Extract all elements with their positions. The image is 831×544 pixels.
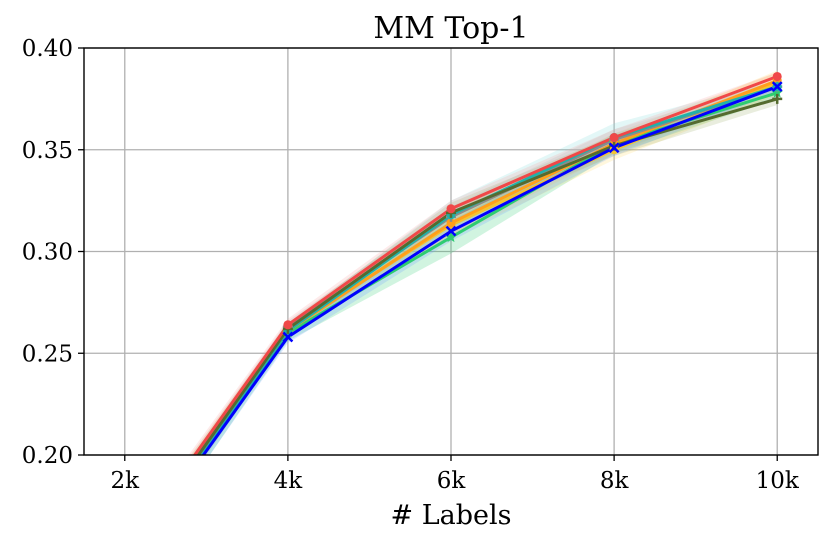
x-tick-label: 10k [756, 468, 800, 494]
series-red-point [609, 133, 619, 143]
series-olive-point [772, 93, 783, 104]
series-markers [282, 71, 783, 343]
x-axis-label: # Labels [391, 500, 512, 531]
series-blue-point [445, 225, 457, 237]
x-tick-label: 8k [600, 468, 630, 494]
y-tick-label: 0.40 [22, 36, 73, 62]
y-tick-label: 0.30 [22, 240, 73, 266]
series-red-point [283, 320, 293, 330]
axis-ticks: 2k 4k 6k 8k 10k 0.20 0.25 0.30 0.35 0.40 [22, 36, 800, 494]
chart-title: MM Top-1 [373, 11, 528, 46]
series-green-point [445, 231, 457, 243]
series-green-point [771, 86, 783, 98]
y-tick-label: 0.20 [22, 443, 73, 469]
series-blue-point [282, 331, 294, 343]
series-red-point [446, 204, 456, 214]
y-tick-label: 0.25 [22, 341, 73, 367]
series-blue-point [608, 142, 620, 154]
series-orange-point [446, 218, 456, 228]
x-tick-label: 6k [437, 468, 467, 494]
series-blue-point [771, 81, 783, 93]
series-red-point [772, 71, 782, 81]
y-tick-label: 0.35 [22, 138, 73, 164]
x-tick-label: 4k [274, 468, 304, 494]
x-tick-label: 2k [110, 468, 140, 494]
